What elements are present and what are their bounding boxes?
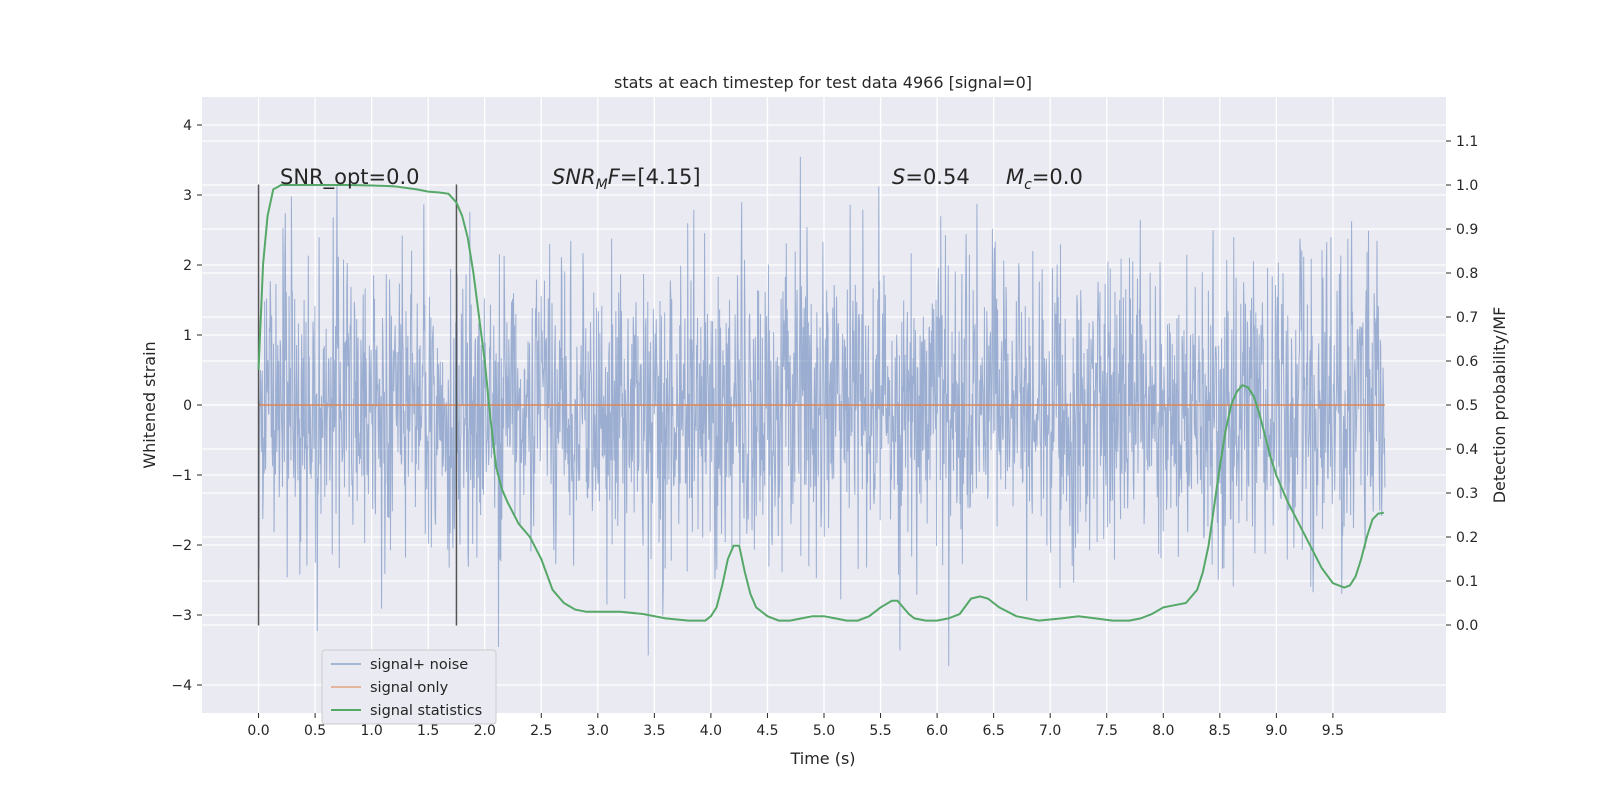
mc-symbol: M	[1006, 165, 1024, 189]
left-tick-label: 4	[183, 118, 192, 134]
x-tick-label: 2.5	[530, 723, 552, 739]
x-tick-label: 3.0	[587, 723, 609, 739]
left-tick-label: 3	[183, 188, 192, 204]
x-tick-label: 0.0	[247, 723, 269, 739]
x-tick-label: 1.0	[361, 723, 383, 739]
x-tick-label: 9.5	[1322, 723, 1344, 739]
left-tick-label: −2	[171, 538, 192, 554]
x-tick-label: 8.5	[1209, 723, 1231, 739]
x-axis-label: Time (s)	[789, 749, 855, 768]
right-tick-label: 1.0	[1456, 178, 1478, 194]
s-symbol: S	[892, 165, 905, 189]
right-tick-label: 1.1	[1456, 134, 1478, 150]
legend: signal+ noise signal only signal statist…	[321, 649, 497, 725]
x-tick-label: 0.5	[304, 723, 326, 739]
legend-label-signal-noise: signal+ noise	[370, 657, 468, 673]
right-tick-label: 0.2	[1456, 530, 1478, 546]
left-axis-ticks: 4 3 2 1 0 −1 −2 −3 −4	[171, 118, 202, 694]
legend-box	[321, 649, 497, 725]
right-tick-label: 0.8	[1456, 266, 1478, 282]
x-tick-label: 7.5	[1096, 723, 1118, 739]
x-tick-label: 5.0	[813, 723, 835, 739]
right-axis-ticks: 1.1 1.0 0.9 0.8 0.7 0.6 0.5 0.4 0.3 0.2 0.1 0.0	[1446, 134, 1478, 634]
right-tick-label: 0.9	[1456, 222, 1478, 238]
right-tick-label: 0.7	[1456, 310, 1478, 326]
right-tick-label: 0.3	[1456, 486, 1478, 502]
right-tick-label: 0.1	[1456, 574, 1478, 590]
x-tick-label: 8.0	[1152, 723, 1174, 739]
left-tick-label: −1	[171, 468, 192, 484]
right-tick-label: 0.0	[1456, 618, 1478, 634]
mc-sub: c	[1024, 177, 1032, 193]
x-tick-label: 9.0	[1265, 723, 1287, 739]
left-tick-label: −3	[171, 608, 192, 624]
right-tick-label: 0.4	[1456, 442, 1478, 458]
annotation-snr-opt: SNR_opt=0.0	[280, 165, 420, 190]
left-tick-label: −4	[171, 678, 192, 694]
mc-value: =0.0	[1032, 165, 1083, 189]
x-tick-label: 6.0	[926, 723, 948, 739]
right-axis-label: Detection probability/MF	[1490, 307, 1509, 504]
chart-title: stats at each timestep for test data 496…	[614, 73, 1032, 92]
signal-statistics-line	[257, 184, 1384, 622]
x-tick-label: 4.0	[700, 723, 722, 739]
x-tick-label: 6.5	[983, 723, 1005, 739]
annotation-mc: Mc=0.0	[1006, 165, 1083, 193]
snr-mf-base: SNR	[552, 165, 596, 189]
x-axis-ticks: 0.0 0.5 1.0 1.5 2.0 2.5 3.0 3.5 4.0 4.5 5.0 5.5 6.0 6…	[247, 713, 1344, 739]
legend-label-signal-statistics: signal statistics	[370, 703, 482, 719]
left-tick-label: 0	[183, 398, 192, 414]
left-tick-label: 1	[183, 328, 192, 344]
right-tick-label: 0.6	[1456, 354, 1478, 370]
left-tick-label: 2	[183, 258, 192, 274]
x-tick-label: 4.5	[756, 723, 778, 739]
noise-trace	[258, 156, 1386, 667]
vertical-markers	[257, 184, 458, 626]
x-tick-label: 1.5	[417, 723, 439, 739]
annotation-s: S=0.54	[892, 165, 970, 189]
snr-mf-sub: M	[596, 177, 608, 193]
snr-mf-value: =[4.15]	[620, 165, 701, 189]
x-tick-label: 7.0	[1039, 723, 1061, 739]
annotation-snr-mf: SNRMF=[4.15]	[552, 165, 701, 193]
snr-mf-rest: F	[608, 165, 621, 189]
legend-label-signal-only: signal only	[370, 680, 449, 696]
annotations: SNR_opt=0.0 SNRMF=[4.15] S=0.54 Mc=0.0	[280, 165, 1083, 193]
right-tick-label: 0.5	[1456, 398, 1478, 414]
s-value: =0.54	[905, 165, 969, 189]
x-tick-label: 5.5	[869, 723, 891, 739]
x-tick-label: 2.0	[474, 723, 496, 739]
left-axis-label: Whitened strain	[140, 341, 159, 468]
x-tick-label: 3.5	[643, 723, 665, 739]
noise-series	[258, 156, 1386, 667]
